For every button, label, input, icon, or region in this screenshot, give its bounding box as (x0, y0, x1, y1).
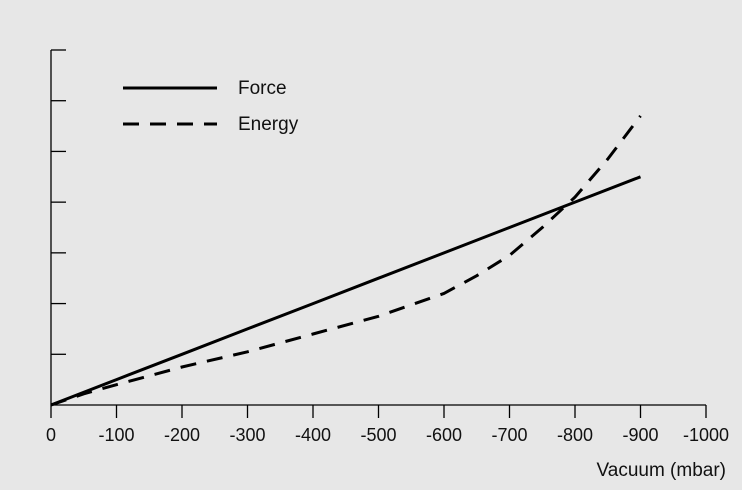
x-tick-label: -600 (426, 425, 462, 445)
series-line-force (50, 175, 642, 407)
x-tick-label: -800 (557, 425, 593, 445)
x-tick-label: -100 (98, 425, 134, 445)
x-tick-label: -1000 (683, 425, 729, 445)
legend: Force Energy (123, 78, 299, 135)
series-line-energy (50, 114, 642, 407)
x-tick-label: -300 (229, 425, 265, 445)
legend-label-energy: Energy (238, 114, 299, 135)
x-tick-label: -500 (360, 425, 396, 445)
x-tick-label: -200 (164, 425, 200, 445)
x-tick-label: -400 (295, 425, 331, 445)
x-tick-label: -700 (491, 425, 527, 445)
axes: 0 -100 -200 -300 -400 -500 -600 -700 -800 -900 -10… (46, 49, 729, 445)
x-tick-label: -900 (622, 425, 658, 445)
series-layer (50, 114, 642, 407)
x-tick-label: 0 (46, 425, 56, 445)
legend-label-force: Force (238, 78, 287, 99)
x-axis-label: Vacuum (mbar) (596, 460, 726, 481)
